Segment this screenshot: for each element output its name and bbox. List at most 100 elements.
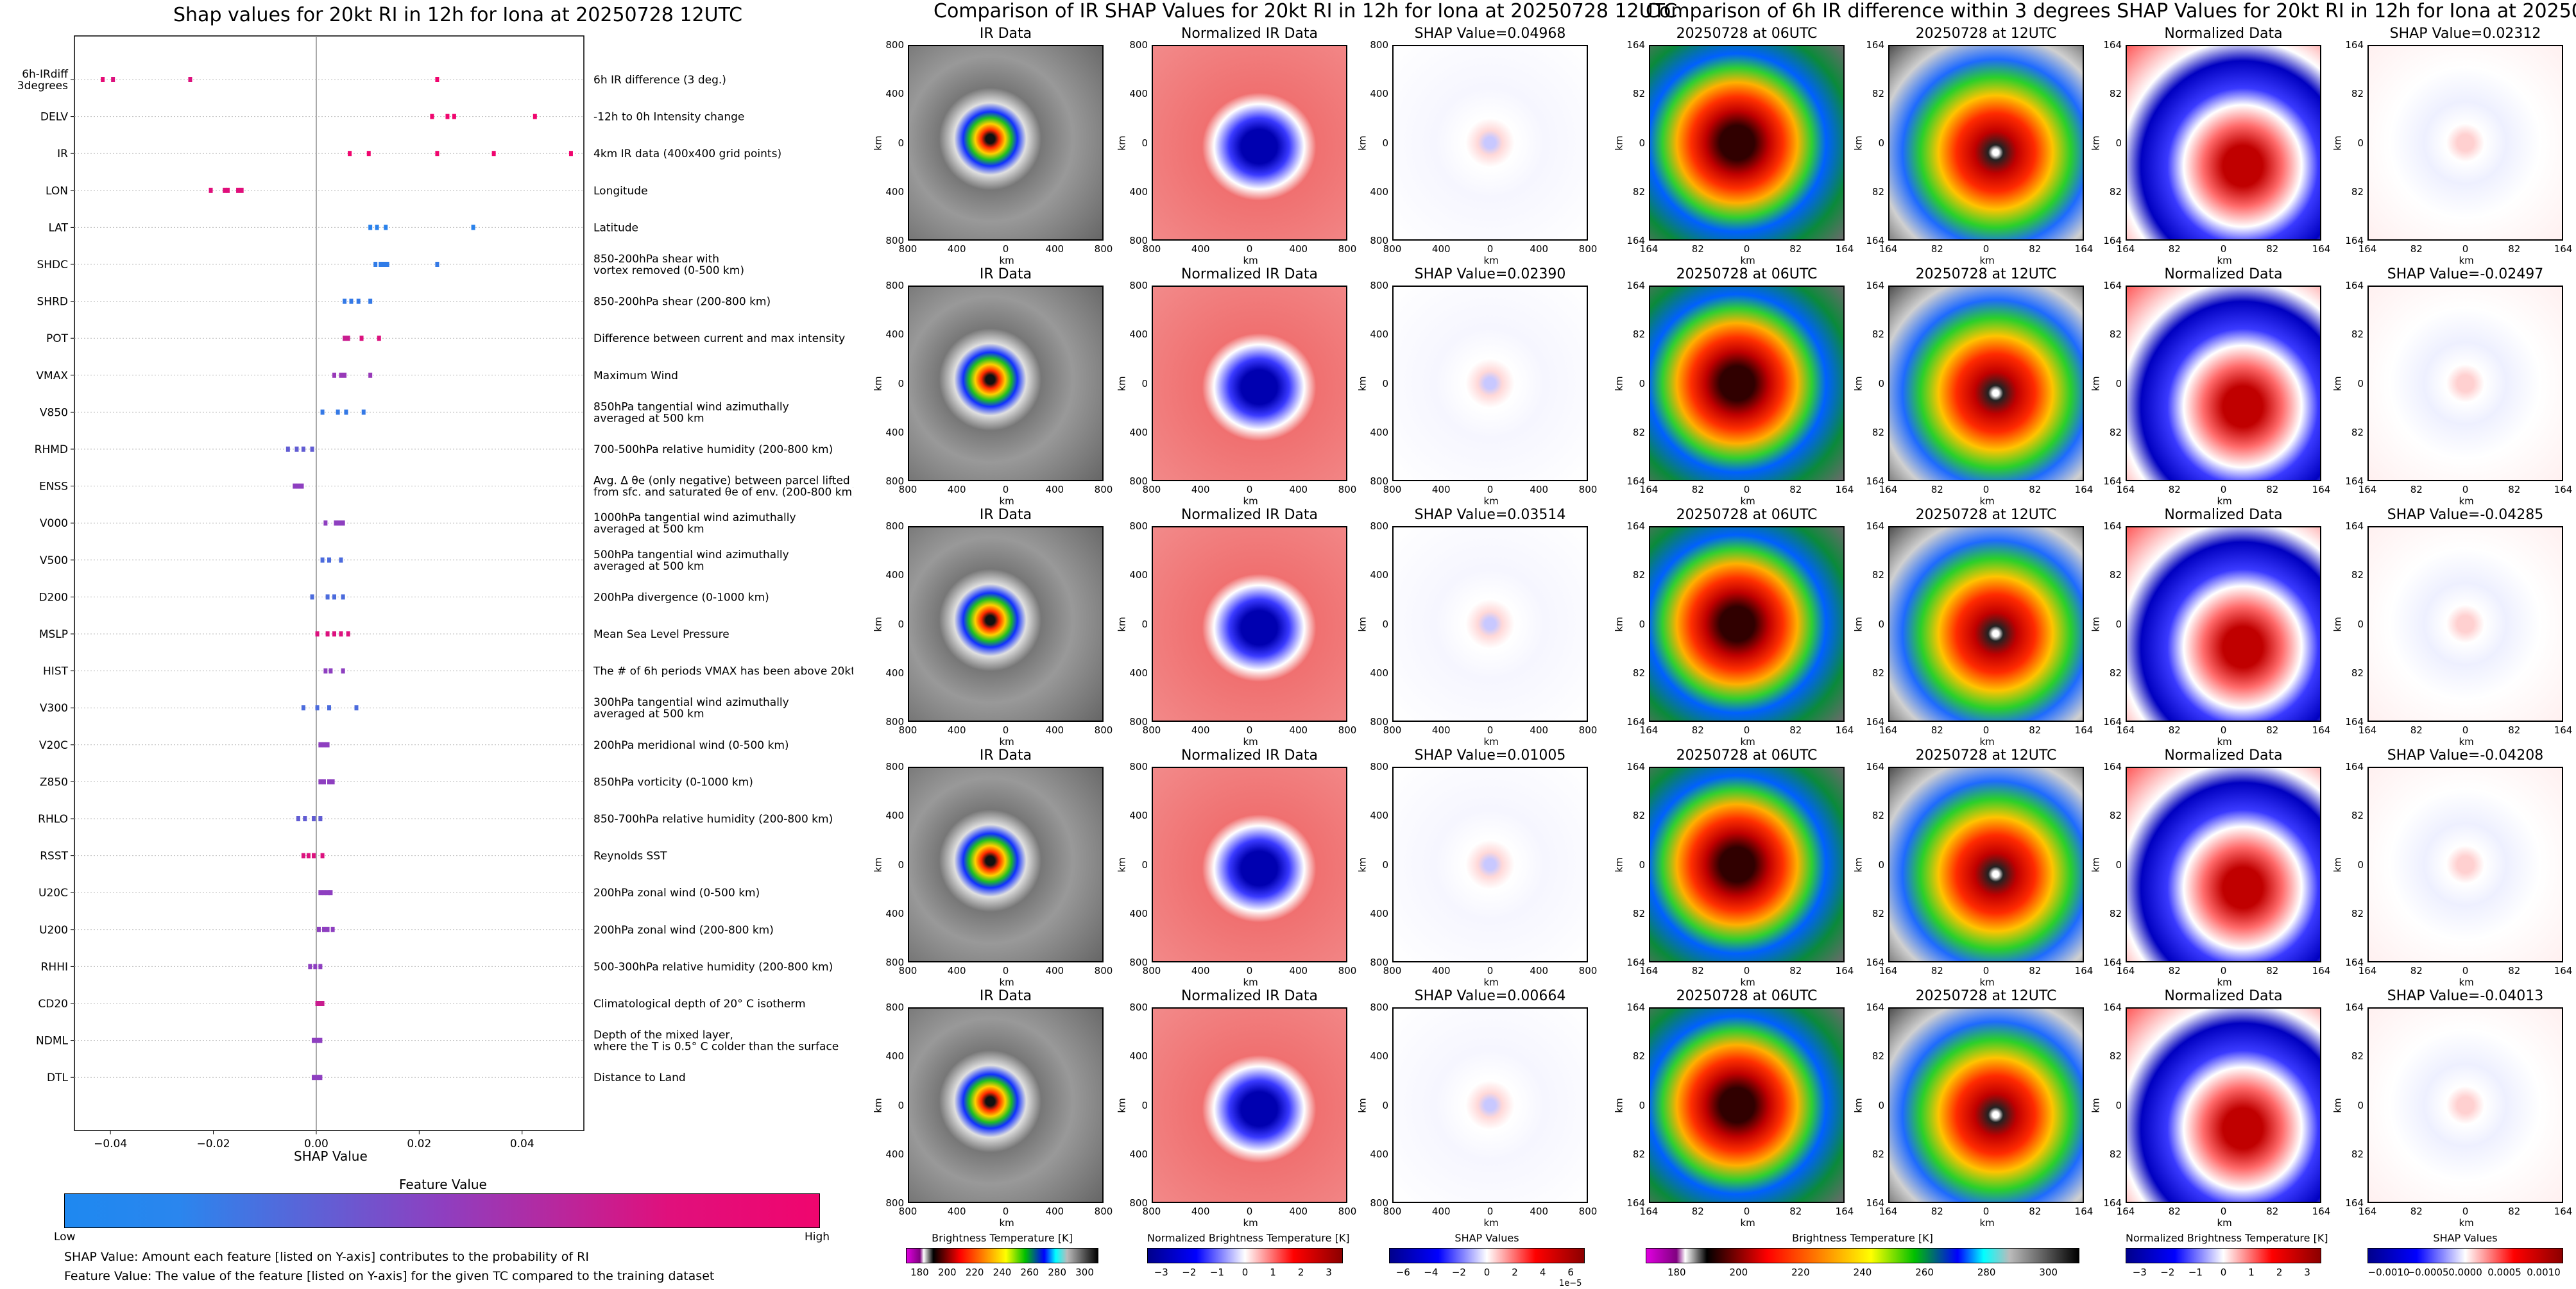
x-tick-label: 800 (1383, 484, 1402, 495)
y-tick-label: 82 (1872, 907, 1884, 919)
shap-point (430, 114, 434, 119)
x-tick-label: 0 (2220, 1206, 2227, 1217)
panel-title: SHAP Value=0.02312 (2389, 26, 2541, 42)
x-tick-label: 0 (1487, 965, 1494, 977)
x-tick-label: 164 (2074, 1206, 2094, 1217)
shap-point (315, 631, 320, 636)
image-panel-rad06 (1649, 1007, 1845, 1203)
shap-point (286, 447, 290, 452)
legend-high-label: High (805, 1231, 830, 1243)
y-tick-label: 400 (885, 88, 904, 100)
shap-point (336, 409, 340, 415)
x-tick-label: 164 (2358, 724, 2377, 736)
y-tick-label: 164 (2345, 235, 2364, 246)
x-tick-label: 0 (1983, 243, 1990, 255)
y-tick-label: 164 (1626, 1002, 1645, 1013)
y-tick-label: 0 (2357, 1099, 2364, 1111)
image-panel-rad12 (1888, 1007, 2084, 1203)
y-tick-label: 164 (1866, 520, 1884, 532)
x-axis-label: km (999, 736, 1014, 747)
panel-title: 20250728 at 12UTC (1915, 747, 2057, 764)
x-tick-label: 0 (2220, 724, 2227, 736)
panel-title: 20250728 at 06UTC (1676, 747, 1818, 764)
shap-point (452, 114, 456, 119)
colorbar-gradient (906, 1248, 1098, 1263)
y-tick-label: 164 (2345, 1002, 2364, 1013)
y-tick-label: 164 (2345, 39, 2364, 51)
y-tick-label: 164 (2103, 1197, 2122, 1209)
y-tick-label: 0 (1382, 1099, 1388, 1111)
image-panel-rnorm (2126, 526, 2321, 722)
x-tick-label: 0 (1002, 243, 1009, 255)
y-tick-label: 82 (2109, 329, 2122, 341)
colorbar-tick-label: 1 (2248, 1267, 2255, 1278)
y-tick-label: 164 (1866, 957, 1884, 968)
colorbar-tick-label: 0 (1483, 1267, 1490, 1278)
feature-code-label: POT (46, 332, 69, 345)
shap-point (294, 447, 299, 452)
y-tick-label: 82 (2351, 1148, 2364, 1160)
image-panel-ir (908, 767, 1104, 962)
y-tick-label: 0 (1878, 377, 1884, 389)
y-tick-label: 800 (1129, 235, 1148, 246)
y-tick-label: 82 (2351, 426, 2364, 438)
panel-title: 20250728 at 12UTC (1915, 26, 2057, 42)
x-tick-label: 164 (2554, 724, 2573, 736)
panel-title: SHAP Value=-0.02497 (2387, 266, 2544, 282)
image-panel-rad12 (1888, 286, 2084, 481)
y-tick-label: 800 (1129, 716, 1148, 728)
shap-point (223, 187, 227, 193)
plot-frame (74, 35, 584, 1131)
x-tick-label: 82 (1691, 1206, 1704, 1217)
y-tick-label: 0 (1878, 137, 1884, 149)
shap-point (337, 520, 342, 526)
colorbar-tick-label: 240 (1853, 1267, 1872, 1278)
x-tick-label: 82 (2029, 484, 2042, 495)
panel-title: SHAP Value=0.01005 (1414, 747, 1566, 764)
y-tick-label: 0 (1639, 137, 1645, 149)
shap-point (339, 631, 343, 636)
x-tick-label: 0 (1246, 1206, 1253, 1217)
y-tick-label: 0 (898, 377, 904, 389)
y-tick-label: 82 (1632, 88, 1645, 100)
y-tick-label: 800 (1129, 520, 1148, 532)
feature-description-label: 6h IR difference (3 deg.) (593, 74, 726, 87)
y-tick-label: 0 (1878, 618, 1884, 630)
feature-description-label: 1000hPa tangential wind azimuthally avera… (593, 511, 796, 536)
y-axis-label: km (2090, 1097, 2102, 1113)
x-tick-label: 164 (2554, 1206, 2573, 1217)
y-tick-label: 82 (1632, 1148, 1645, 1160)
y-tick-label: 82 (2351, 185, 2364, 198)
y-tick-label: 400 (885, 667, 904, 679)
y-tick-label: 400 (1129, 810, 1148, 822)
colorbar-gradient (1646, 1248, 2079, 1263)
y-tick-label: 800 (1129, 761, 1148, 773)
image-panel-rad12 (1888, 45, 2084, 241)
y-tick-label: 800 (1370, 1197, 1388, 1209)
x-tick-label: 800 (1383, 724, 1402, 736)
x-axis-label: km (1483, 1217, 1499, 1229)
x-axis-label: km (999, 977, 1014, 988)
y-axis-label: km (2332, 375, 2344, 391)
feature-code-label: SHRD (37, 296, 68, 309)
x-tick-label: 82 (1691, 243, 1704, 255)
shap-point (327, 557, 331, 563)
shap-beeswarm-chart: 6h-IRdiff 3degrees 6h IR difference (3 deg… (17, 35, 853, 1150)
feature-code-label: U20C (38, 887, 68, 900)
y-tick-label: 0 (898, 618, 904, 630)
y-tick-label: 400 (1370, 569, 1388, 581)
x-tick-label: 800 (1142, 243, 1161, 255)
x-tick-label: 164 (2116, 1206, 2135, 1217)
x-tick-label: 400 (1431, 965, 1451, 977)
feature-description-label: 300hPa tangential wind azimuthally averag… (593, 696, 789, 721)
feature-description-label: Mean Sea Level Pressure (593, 628, 729, 641)
x-tick-label: 400 (1045, 484, 1064, 495)
panel-title: SHAP Value=-0.04285 (2387, 507, 2544, 523)
y-axis-label: km (1613, 375, 1625, 391)
feature-description-label: Longitude (593, 185, 648, 198)
x-axis-label: km (1979, 736, 1995, 747)
feature-code-label: U200 (39, 924, 68, 937)
image-panel-rnorm (2126, 767, 2321, 962)
x-tick-label: 82 (2410, 243, 2423, 255)
x-axis-label: km (1979, 495, 1995, 507)
